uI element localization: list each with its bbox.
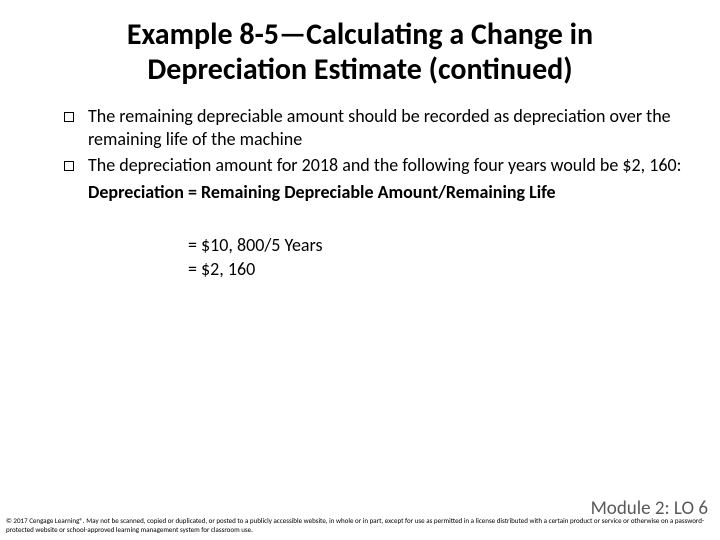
square-bullet-icon xyxy=(64,161,74,171)
bullet-text-1: The remaining depreciable amount should … xyxy=(88,105,692,152)
bullet-text-2: The depreciation amount for 2018 and the… xyxy=(88,154,681,177)
footer: Module 2: LO 6 © 2017 Cengage Learning®.… xyxy=(6,517,714,534)
bullet-list: The remaining depreciable amount should … xyxy=(28,105,692,177)
module-label: Module 2: LO 6 xyxy=(591,497,708,520)
slide-title: Example 8-5—Calculating a Change in Depr… xyxy=(28,18,692,87)
list-item: The remaining depreciable amount should … xyxy=(64,105,692,152)
title-line-1: Example 8-5—Calculating a Change in xyxy=(127,16,593,53)
calculation-block: = $10, 800/5 Years = $2, 160 xyxy=(28,233,692,282)
formula-text: Depreciation = Remaining Depreciable Amo… xyxy=(28,181,692,204)
title-line-2: Depreciation Estimate (continued) xyxy=(147,51,572,88)
square-bullet-icon xyxy=(64,112,74,122)
slide-container: Example 8-5—Calculating a Change in Depr… xyxy=(0,0,720,540)
calc-line-1: = $10, 800/5 Years xyxy=(188,233,692,257)
calc-line-2: = $2, 160 xyxy=(188,257,692,281)
list-item: The depreciation amount for 2018 and the… xyxy=(64,154,692,177)
